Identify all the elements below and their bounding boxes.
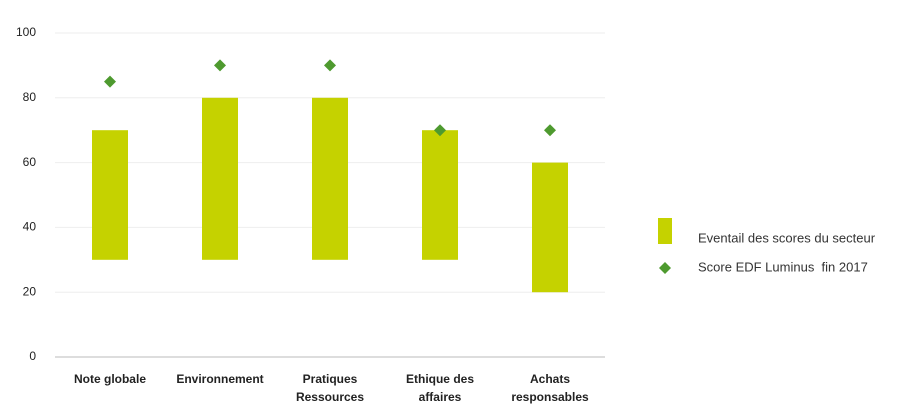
- x-tick-label: Note globale: [74, 372, 146, 386]
- legend-label: Eventail des scores du secteur: [698, 230, 876, 245]
- x-tick-label: Ethique des: [406, 372, 474, 386]
- marker: [544, 124, 556, 137]
- bar: [202, 97, 238, 260]
- bar: [422, 130, 458, 260]
- marker: [434, 124, 446, 137]
- x-tick-label: Environnement: [176, 372, 263, 386]
- bar: [312, 97, 348, 260]
- x-tick-label: affaires: [419, 390, 462, 404]
- y-tick-label: 100: [16, 25, 36, 39]
- bar: [532, 162, 568, 293]
- marker: [104, 75, 116, 88]
- x-tick-label: Pratiques: [303, 372, 358, 386]
- bar: [92, 130, 128, 260]
- marker: [214, 59, 226, 72]
- x-tick-label: Achats: [530, 372, 570, 386]
- marker: [324, 59, 336, 72]
- legend-swatch: [659, 262, 671, 274]
- y-tick-label: 40: [23, 220, 37, 234]
- x-tick-label: responsables: [511, 390, 589, 404]
- x-tick-label: Ressources: [296, 390, 364, 404]
- y-tick-label: 60: [23, 155, 37, 169]
- legend-swatch: [658, 218, 672, 244]
- y-tick-label: 20: [23, 284, 37, 298]
- y-tick-label: 0: [29, 349, 36, 363]
- y-tick-label: 80: [23, 90, 37, 104]
- legend-label: Score EDF Luminus fin 2017: [698, 259, 868, 274]
